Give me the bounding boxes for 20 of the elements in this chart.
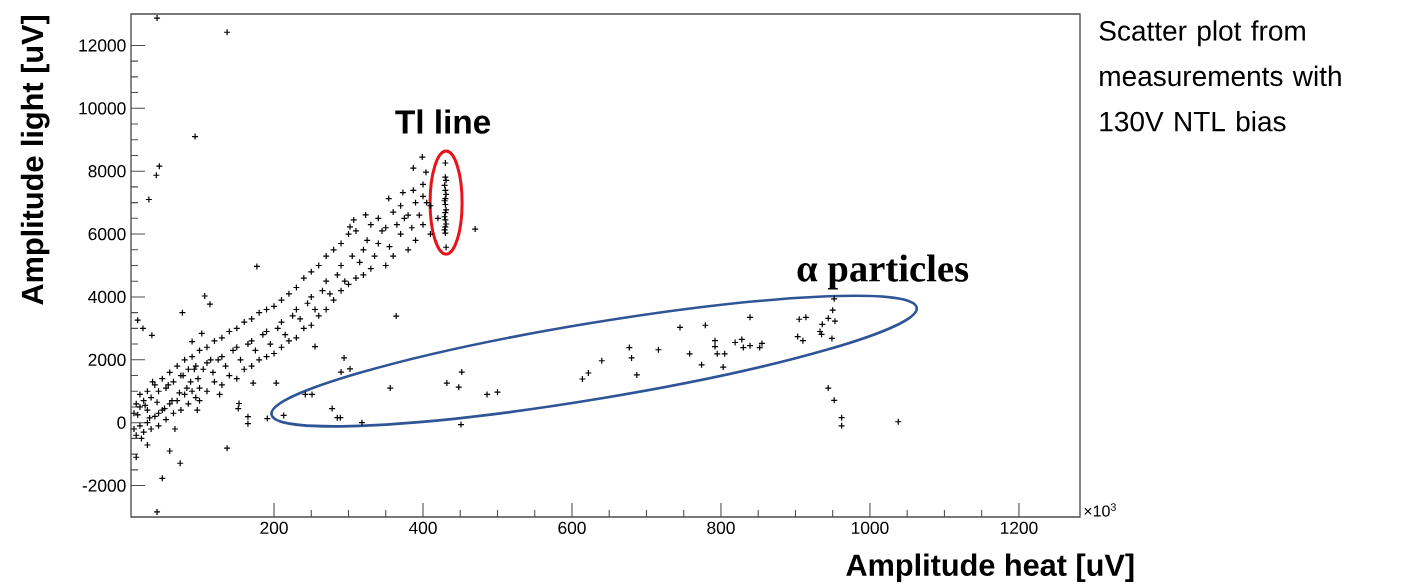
x-tick-label: 1000 [851,521,889,534]
x-tick-label: 1200 [1000,521,1038,534]
y-tick-label: 12000 [79,39,126,52]
x-tick-label: 400 [408,521,437,534]
y-axis-title: Amplitude light [uV] [20,15,50,305]
x-tick-label: 200 [260,521,288,534]
y-tick-label: 2000 [88,353,126,366]
y-tick-label: 0 [117,416,126,429]
text: Scatter plot from measurements with 130V NTL bias [1099,20,1341,132]
x-tick-label: 600 [558,521,586,534]
y-tick-label: -2000 [82,479,126,492]
annotation: Tl line [395,109,491,134]
y-tick-label: 6000 [88,227,126,241]
y-tick-label: 4000 [88,290,126,304]
y-tick-label: 8000 [88,165,126,178]
y-tick-label: 10000 [79,102,126,115]
x-axis-title: Amplitude heat [uV] [846,553,1134,583]
x-tick-label: 800 [707,521,735,534]
text: ×10$^{3}$ [1084,503,1116,517]
annotation: α particles [797,254,969,290]
